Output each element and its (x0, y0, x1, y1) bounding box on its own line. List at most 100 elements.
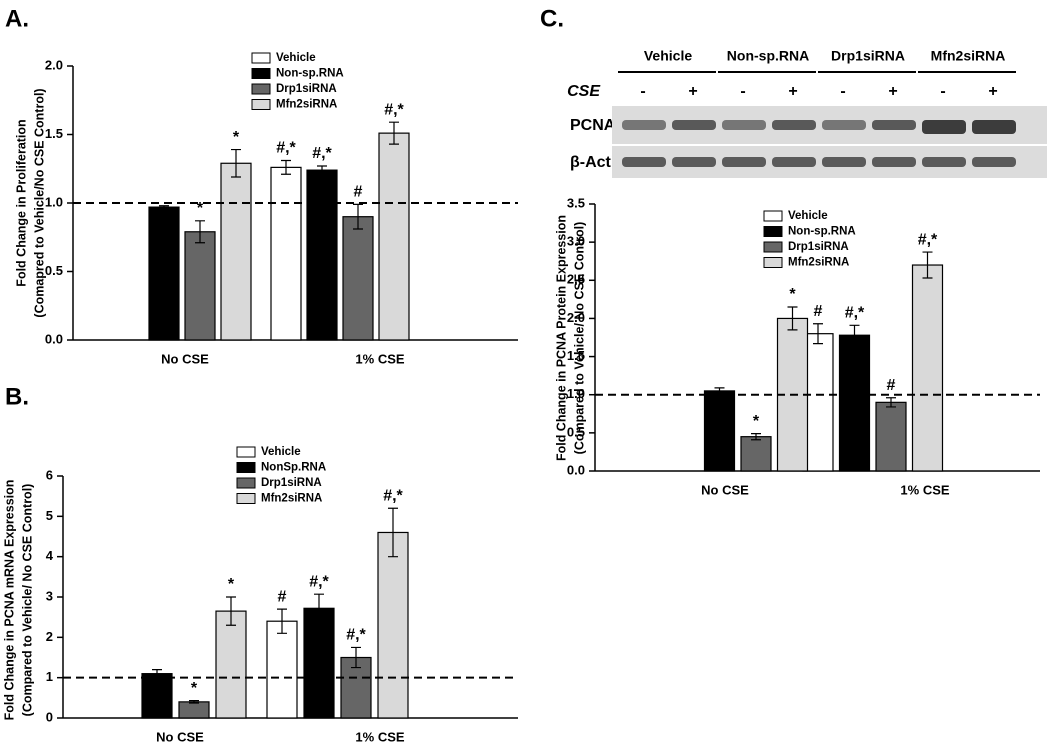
significance-label: # (814, 303, 823, 320)
blot-lane-label: - (940, 83, 945, 100)
legend-label: Vehicle (788, 210, 828, 222)
bar (141, 673, 173, 719)
legend-swatch (763, 241, 783, 253)
significance-label: * (753, 413, 760, 430)
bar (303, 607, 335, 719)
blot-lane-label: + (688, 83, 697, 100)
bar (306, 169, 338, 341)
x-tick-label: 1% CSE (900, 482, 949, 497)
blot-lane-label: - (740, 83, 745, 100)
panel-label: B. (5, 383, 29, 410)
y-axis-label: Fold Change in PCNA mRNA Expression (2, 480, 16, 721)
y-tick-label: 1 (46, 669, 53, 684)
significance-label: * (228, 576, 235, 593)
blot-treatment-label: CSE (567, 83, 601, 100)
error-bar (277, 608, 287, 634)
significance-label: #,* (918, 231, 938, 248)
legend-label: Non-sp.RNA (276, 68, 344, 80)
legend-label: Mfn2siRNA (788, 257, 849, 269)
y-tick-label: 1.5 (45, 126, 63, 141)
bar (220, 162, 252, 341)
legend-label: Drp1siRNA (276, 83, 337, 95)
x-tick-label: No CSE (161, 351, 209, 366)
error-bar (351, 646, 361, 669)
y-tick-label: 2.5 (567, 272, 585, 287)
legend-label: Drp1siRNA (788, 241, 849, 253)
blot-band (622, 120, 666, 130)
bar (148, 206, 180, 341)
significance-label: * (191, 680, 198, 697)
error-bar (317, 165, 327, 175)
blot-band (872, 157, 916, 167)
y-tick-label: 1.0 (567, 386, 585, 401)
legend-label: Non-sp.RNA (788, 226, 856, 238)
bar (342, 216, 374, 341)
y-tick-label: 2.0 (45, 57, 63, 72)
bar (838, 334, 871, 472)
blot-group-label: Mfn2siRNA (931, 48, 1006, 64)
error-bar (922, 251, 933, 279)
legend-swatch (251, 83, 271, 95)
significance-label: #,* (845, 305, 865, 322)
y-axis-label: (Comapred to Vehicle/No CSE Control) (32, 88, 46, 317)
error-bar (388, 507, 398, 558)
blot-band (922, 157, 966, 167)
legend-label: Vehicle (261, 446, 301, 458)
y-tick-label: 0.5 (567, 424, 585, 439)
significance-label: * (197, 200, 204, 217)
significance-label: #,* (384, 101, 404, 118)
y-axis-label: Fold Change in PCNA Protein Expression (554, 215, 568, 461)
bar (911, 264, 944, 472)
error-bar (314, 593, 324, 624)
blot-band (922, 120, 966, 134)
significance-label: #,* (346, 627, 366, 644)
significance-label: # (887, 377, 896, 394)
blot-lane-label: + (888, 83, 897, 100)
y-tick-label: 2.0 (567, 310, 585, 325)
bar (740, 436, 772, 472)
y-axis-label: Fold Change in Proliferation (14, 119, 28, 286)
blot-band (622, 157, 666, 167)
error-bar (353, 203, 363, 230)
blot-band (772, 157, 816, 167)
error-bar (195, 220, 205, 244)
y-axis-label: (Compared to Vehicle/ No CSE Control) (572, 222, 586, 455)
y-axis-label: (Compared to Vehicle/ No CSE Control) (20, 484, 34, 717)
legend-label: Mfn2siRNA (276, 99, 337, 111)
blot-lane-label: + (788, 83, 797, 100)
bar (266, 620, 298, 719)
blot-lane-label: - (840, 83, 845, 100)
legend-swatch (251, 99, 271, 110)
error-bar (813, 323, 823, 345)
significance-label: * (789, 286, 796, 303)
blot-group-label: Vehicle (644, 48, 692, 64)
error-bar (787, 306, 798, 331)
blot-lane-label: - (640, 83, 645, 100)
legend-swatch (236, 493, 256, 504)
error-bar (751, 433, 761, 441)
bar (378, 132, 410, 341)
significance-label: # (278, 588, 287, 605)
blot-band (972, 120, 1016, 134)
y-tick-label: 3.0 (567, 234, 585, 249)
legend-label: Mfn2siRNA (261, 493, 322, 505)
error-bar (281, 159, 291, 175)
legend-swatch (763, 257, 783, 268)
bar (270, 166, 302, 341)
error-bar (226, 596, 236, 626)
bar (178, 701, 210, 719)
y-tick-label: 1.0 (45, 194, 63, 209)
blot-band (872, 120, 916, 130)
blot-band (672, 120, 716, 130)
y-tick-label: 3 (46, 588, 53, 603)
blot-band (822, 157, 866, 167)
bar (875, 401, 907, 472)
panel-label: A. (5, 5, 29, 32)
y-tick-label: 3.5 (567, 195, 585, 210)
blot-lane-label: + (988, 83, 997, 100)
error-bar (389, 121, 399, 145)
x-tick-label: 1% CSE (355, 729, 404, 744)
blot-band (772, 120, 816, 130)
error-bar (849, 324, 860, 346)
x-tick-label: No CSE (156, 729, 204, 744)
